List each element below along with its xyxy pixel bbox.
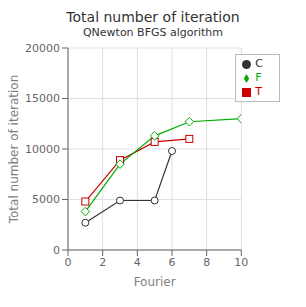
html-text:C: C — [255, 57, 263, 70]
svg-text:10000: 10000 — [25, 143, 60, 156]
svg-text:Fourier: Fourier — [134, 275, 176, 289]
svg-text:Total number of iteration: Total number of iteration — [8, 75, 21, 225]
html-text:Total number of iteration: Total number of iteration — [66, 9, 240, 25]
svg-text:5000: 5000 — [32, 193, 60, 206]
html-text:F: F — [255, 71, 262, 84]
svg-text:15000: 15000 — [25, 92, 60, 105]
svg-text:4: 4 — [134, 256, 141, 269]
svg-text:6: 6 — [168, 256, 175, 269]
html-text:T: T — [255, 85, 262, 98]
svg-text:2: 2 — [99, 256, 106, 269]
svg-text:0: 0 — [53, 244, 60, 257]
svg-text:0: 0 — [65, 256, 72, 269]
svg-text:20000: 20000 — [25, 42, 60, 55]
svg-text:10: 10 — [234, 256, 248, 269]
svg-text:8: 8 — [203, 256, 210, 269]
html-text:QNewton BFGS algorithm: QNewton BFGS algorithm — [82, 26, 224, 39]
